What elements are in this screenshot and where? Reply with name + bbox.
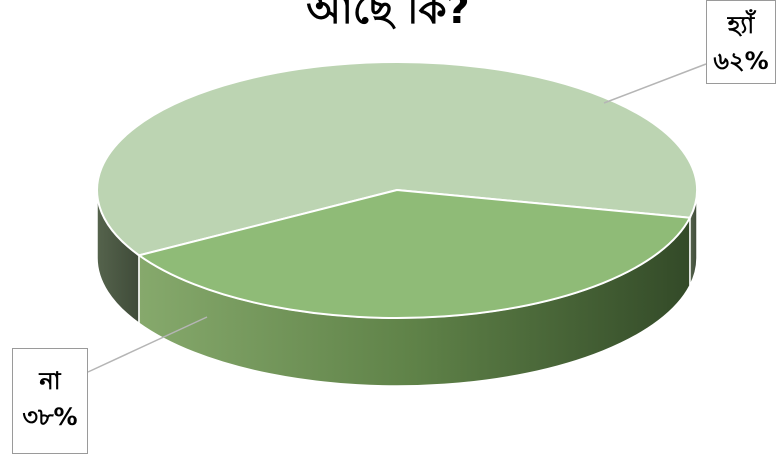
chart-title: আছে কি? <box>306 0 470 33</box>
data-label-yes: হ্যাঁ ৬২% <box>706 0 776 84</box>
data-label-yes-value: ৬২% <box>713 47 769 75</box>
data-label-yes-category: হ্যাঁ <box>727 11 755 39</box>
data-label-no-value: ৩৮% <box>22 403 78 431</box>
leader-line-yes <box>603 63 707 104</box>
pie-slice-yes <box>96 61 698 257</box>
data-label-no-category: না <box>39 367 61 395</box>
leader-line-no <box>87 316 208 373</box>
data-label-no: না ৩৮% <box>12 348 88 454</box>
pie-slice-no <box>136 188 692 319</box>
